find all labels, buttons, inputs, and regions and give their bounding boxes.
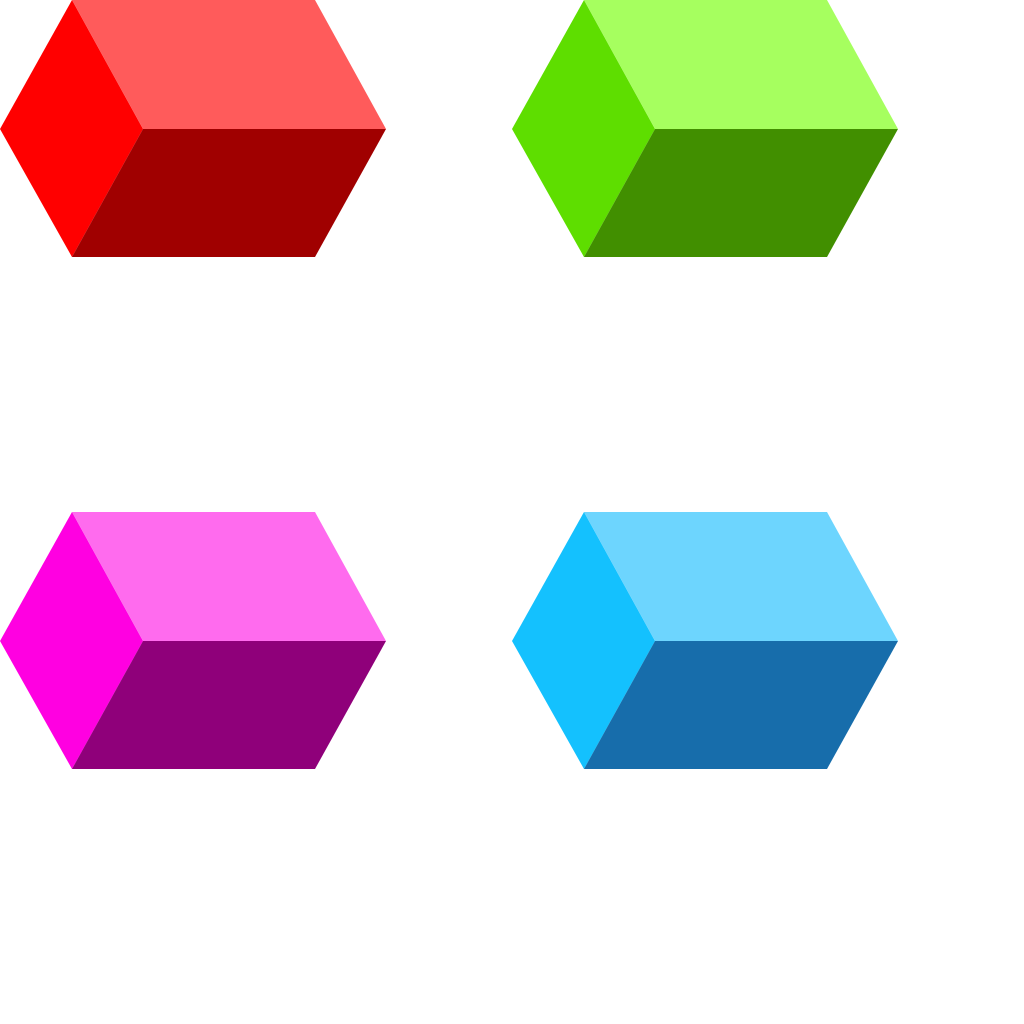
blue-prism — [512, 512, 898, 769]
magenta-prism — [0, 512, 386, 769]
red-prism — [0, 0, 386, 257]
green-prism — [512, 0, 898, 257]
